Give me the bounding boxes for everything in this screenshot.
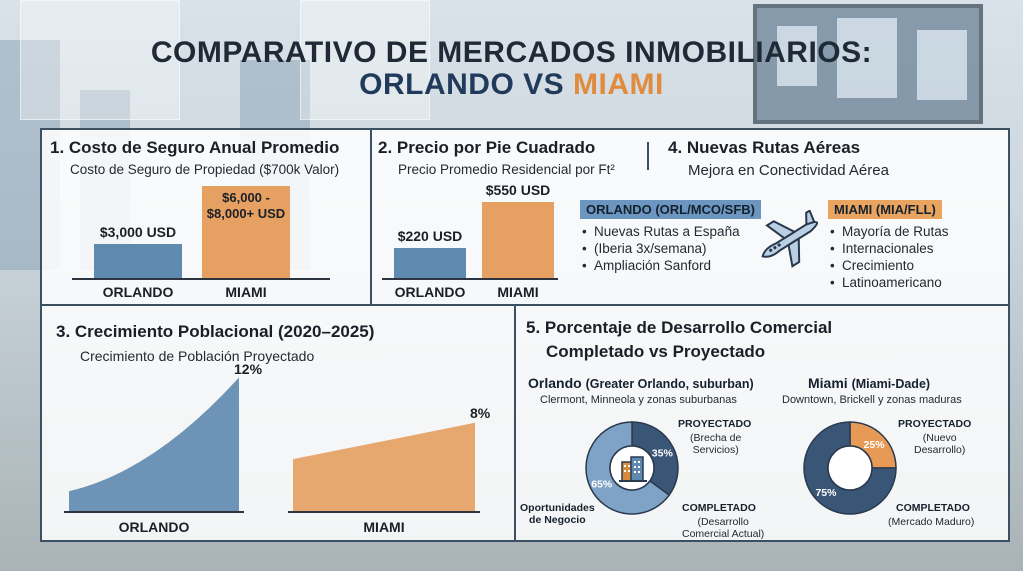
bar-data-label: $6,000 - $8,000+ USD [206,190,286,221]
divider-v3 [514,306,516,542]
title-vs: VS [523,68,565,101]
routes-miami-list: Mayoría de Rutas Internacionales Crecimi… [830,223,949,291]
area-category-label: MIAMI [363,519,404,535]
airplane-icon [754,209,824,270]
x-axis [382,278,558,280]
orlando-opportunity-label: Oportunidades de Negocio [520,502,595,526]
orlando-donut-desc: Clermont, Minneola y zonas suburbanas [540,394,737,406]
projected-sub-line: (Brecha de [690,432,742,444]
miami-projected-title: PROYECTADO [898,418,972,430]
orlando-completed-sub: (Desarrollo Comercial Actual) [682,516,764,540]
routes-title: 4. Nuevas Rutas Aéreas [668,138,861,157]
area-orlando [69,377,239,513]
orlando-projected-title: PROYECTADO [678,418,752,430]
list-item: Ampliación Sanford [582,257,740,274]
population-area-svg: 12% ORLANDO 8% MIAMI [64,361,491,535]
infographic-panel: 1. Costo de Seguro Anual Promedio Costo … [40,128,1010,542]
bar-category-label: ORLANDO [102,284,174,300]
bar-orlando [94,243,182,278]
bar-category-label: MIAMI [225,284,267,300]
divider-v1 [370,130,372,304]
donut-hole [827,445,873,491]
page-title-line1: COMPARATIVO DE MERCADOS INMOBILIARIOS: [150,36,873,69]
bar-orlando [394,247,466,278]
completed-sub-line: (Desarrollo [697,516,749,528]
area-data-label: 8% [470,405,491,421]
bar-data-label: $550 USD [485,182,551,198]
price-title: 2. Precio por Pie Cuadrado [378,138,596,157]
area-data-label: 12% [234,361,263,377]
orlando-completed-title: COMPLETADO [682,502,756,514]
donut-slice-label: 65% [591,478,613,490]
orlando-donut-city: Orlando (Greater Orlando, suburban) [528,375,754,391]
buildings-icon [618,454,648,484]
miami-city-name: Miami [808,375,848,391]
list-item: (Iberia 3x/semana) [582,240,740,257]
projected-sub-line: Desarrollo) [914,444,966,456]
title-miami: MIAMI [573,68,664,101]
building-picture [753,4,983,124]
insurance-title: 1. Costo de Seguro Anual Promedio [50,138,340,157]
miami-donut-desc: Downtown, Brickell y zonas maduras [782,394,962,406]
orlando-region: (Greater Orlando, suburban) [585,377,754,391]
divider-v2 [647,142,649,170]
area-category-label: ORLANDO [119,519,190,535]
divider-horizontal [42,304,1008,306]
completed-sub-line: (Mercado Maduro) [888,516,975,528]
routes-orlando-list: Nuevas Rutas a España (Iberia 3x/semana)… [582,223,740,274]
completed-sub-line: Comercial Actual) [682,528,765,540]
donut-slice-label: 25% [864,439,886,451]
miami-donut-city: Miami (Miami-Dade) [808,375,930,391]
development-title-line1: 5. Porcentaje de Desarrollo Comercial [526,318,833,337]
miami-projected-sub: (Nuevo Desarrollo) [914,432,965,456]
list-item: Mayoría de Rutas [830,223,949,240]
miami-completed-title: COMPLETADO [896,502,970,514]
donut-slice-label: 35% [652,448,674,460]
routes-orlando-heading: ORLANDO (ORL/MCO/SFB) [580,200,761,219]
opportunity-line: Oportunidades [520,502,595,514]
bar-category-label: MIAMI [497,284,539,300]
development-title-line2: Completado vs Proyectado [546,342,766,361]
projected-sub-line: Servicios) [692,444,739,456]
bar-miami [202,186,290,278]
bar-miami [482,202,554,278]
routes-subtitle: Mejora en Conectividad Aérea [688,162,889,179]
title-orlando: ORLANDO [359,68,515,101]
projected-sub-line: (Nuevo [922,432,957,444]
page-title-line2: ORLANDO VS MIAMI [0,68,1023,102]
routes-miami-heading: MIAMI (MIA/FLL) [828,200,942,219]
orlando-city-name: Orlando [528,375,582,391]
list-item: Internacionales [830,240,949,257]
donut-charts: 35% 65% 25% 75% [585,421,897,515]
price-subtitle: Precio Promedio Residencial por Ft² [398,162,615,177]
miami-region: (Miami-Dade) [851,377,931,391]
opportunity-line: de Negocio [529,514,586,526]
list-item: Latinoamericano [830,274,949,291]
population-title: 3. Crecimiento Poblacional (2020–2025) [56,322,375,341]
list-item: Crecimiento [830,257,949,274]
bar-data-label: $3,000 USD [99,223,177,240]
list-item: Nuevas Rutas a España [582,223,740,240]
miami-completed-sub: (Mercado Maduro) [888,516,974,528]
donut-slice-label: 75% [815,487,837,499]
population-subtitle: Crecimiento de Población Proyectado [80,348,315,364]
insurance-subtitle: Costo de Seguro de Propiedad ($700k Valo… [70,162,340,177]
bar-category-label: ORLANDO [394,284,466,300]
orlando-projected-sub: (Brecha de Servicios) [690,432,741,456]
x-axis [72,278,330,280]
bar-data-label: $220 USD [397,227,463,244]
